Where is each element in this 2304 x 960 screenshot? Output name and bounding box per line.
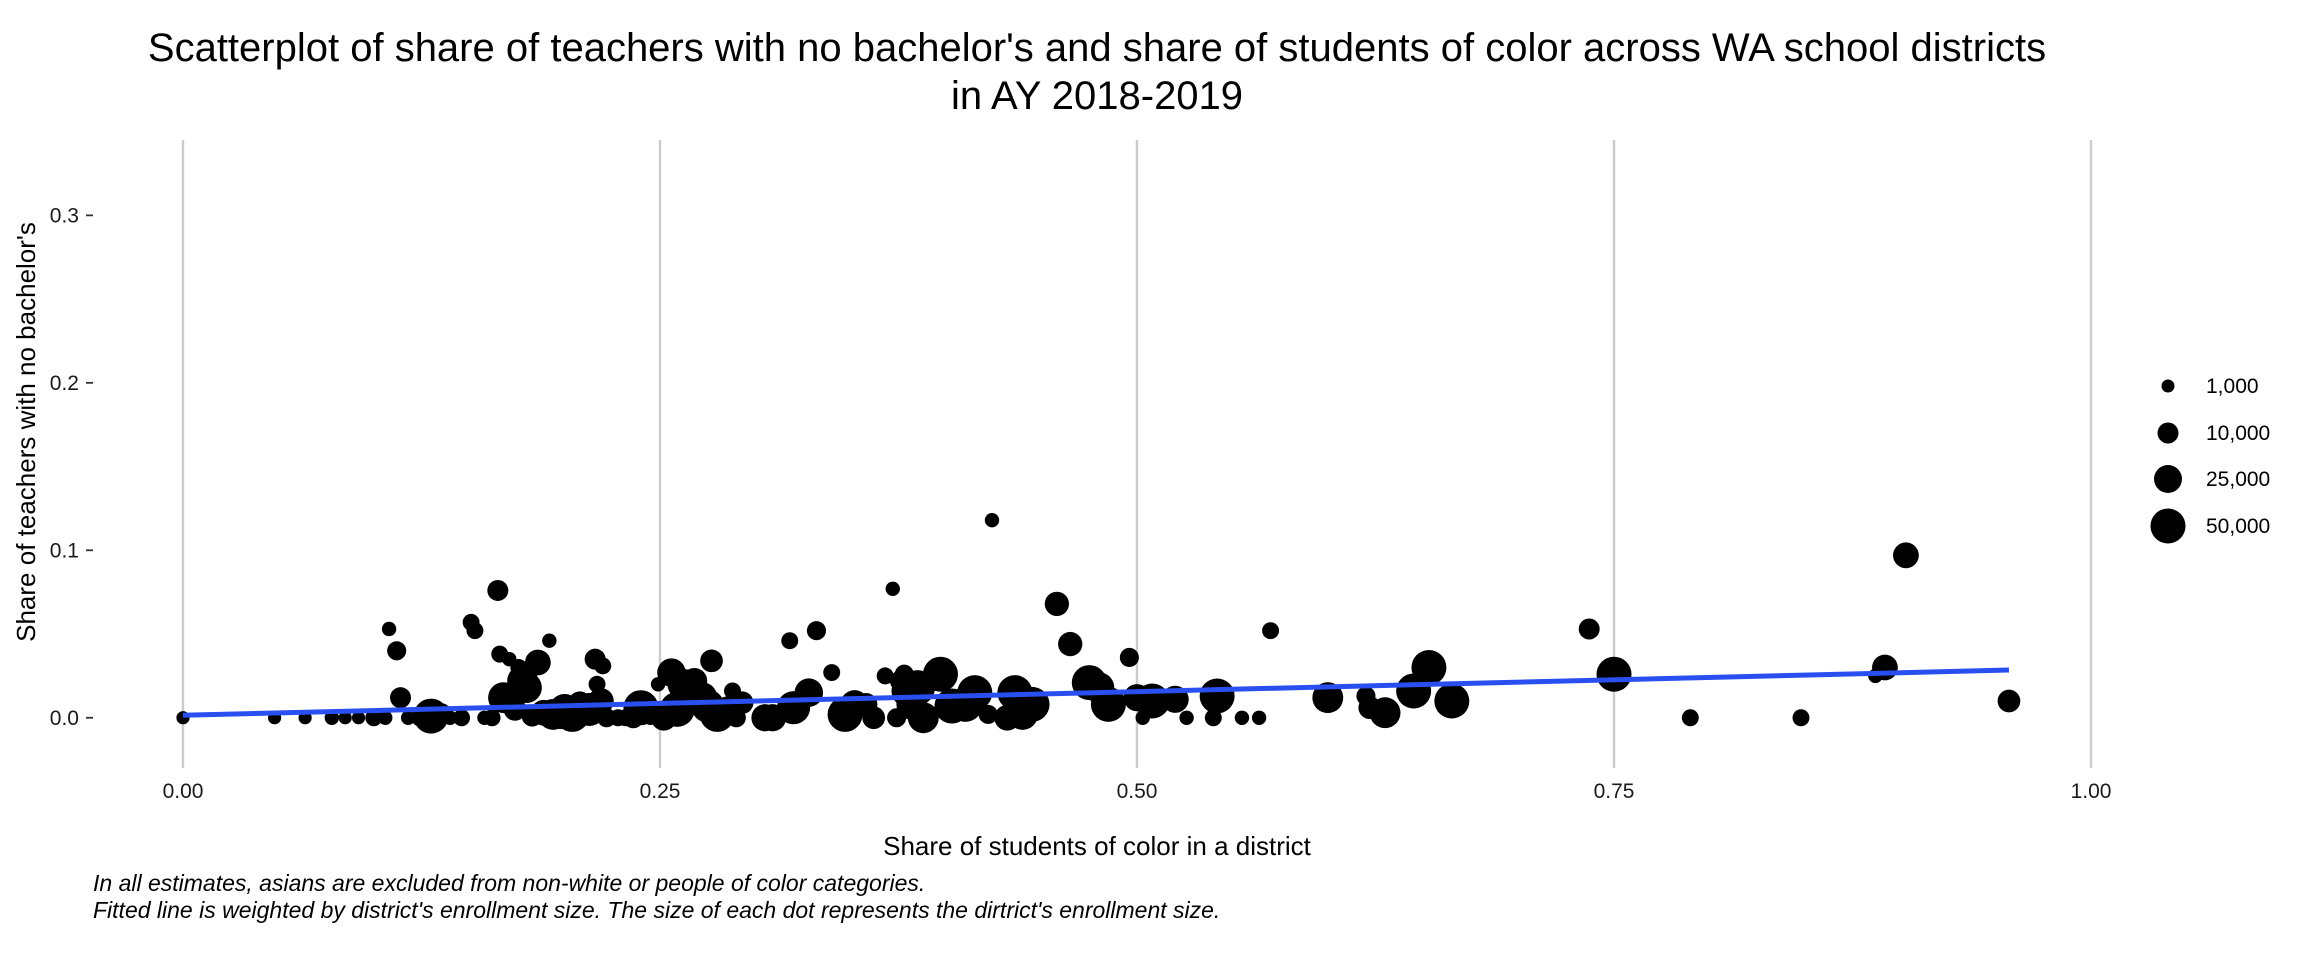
legend-swatch	[2161, 379, 2175, 393]
data-point	[1090, 686, 1126, 722]
fit-line	[182, 667, 2010, 718]
data-point	[338, 711, 352, 725]
data-point	[1262, 622, 1280, 640]
data-point	[794, 678, 824, 707]
data-point	[1044, 591, 1070, 617]
data-point	[1312, 682, 1344, 714]
data-point	[1681, 709, 1699, 727]
legend-swatch	[2154, 465, 2182, 493]
y-axis-ticks: 0.0 0.1 0.2 0.3	[50, 204, 93, 730]
data-point	[442, 710, 458, 725]
data-point	[483, 709, 501, 727]
data-point	[984, 512, 1000, 528]
data-point	[365, 709, 383, 727]
data-point	[823, 664, 841, 682]
data-point	[324, 710, 340, 725]
data-point	[907, 702, 939, 734]
data-point	[1792, 709, 1810, 727]
data-point	[351, 711, 366, 725]
data-point	[381, 621, 397, 637]
legend-swatch	[2150, 508, 2186, 544]
x-tick-label: 0.00	[163, 780, 204, 803]
data-points	[176, 512, 2021, 734]
data-point	[400, 710, 416, 725]
data-point	[1893, 542, 1919, 569]
data-point	[700, 649, 723, 673]
y-tick-label: 0.2	[50, 372, 79, 395]
chart-title-line2: in AY 2018-2019	[951, 74, 1243, 118]
data-point	[466, 622, 484, 640]
caption-line2: Fitted line is weighted by district's en…	[93, 897, 1220, 923]
data-point	[525, 649, 551, 676]
data-point	[510, 672, 542, 704]
data-point	[1434, 683, 1470, 719]
legend-label: 50,000	[2206, 515, 2270, 538]
data-point	[885, 581, 900, 597]
data-point	[387, 641, 407, 661]
data-point	[1872, 654, 1898, 681]
y-tick-label: 0.3	[50, 204, 79, 227]
data-point	[781, 632, 799, 650]
data-point	[1251, 710, 1267, 725]
data-point	[1199, 678, 1235, 714]
data-point	[1234, 710, 1250, 725]
chart-title-line1: Scatterplot of share of teachers with no…	[148, 26, 2046, 70]
x-tick-label: 0.25	[640, 780, 681, 803]
data-point	[453, 709, 471, 727]
data-point	[1596, 656, 1632, 692]
x-axis-label: Share of students of color in a district	[883, 831, 1312, 861]
data-point	[1179, 710, 1194, 725]
data-point	[1204, 709, 1222, 727]
data-point	[806, 621, 827, 641]
y-tick-label: 0.1	[50, 539, 79, 562]
data-point	[1369, 697, 1401, 729]
data-point	[594, 657, 612, 675]
legend: 1,000 10,000 25,000 50,000	[2150, 375, 2270, 544]
y-axis-label: Share of teachers with no bachelor's	[11, 222, 41, 642]
data-point	[390, 687, 412, 709]
data-point	[378, 710, 393, 725]
legend-label: 25,000	[2206, 468, 2270, 491]
legend-swatch	[2157, 422, 2179, 444]
x-tick-label: 0.75	[1594, 780, 1635, 803]
x-tick-label: 1.00	[2071, 780, 2112, 803]
x-axis-ticks: 0.00 0.25 0.50 0.75 1.00	[163, 780, 2112, 803]
data-point	[1578, 618, 1600, 640]
data-point	[1997, 689, 2021, 713]
fit-line-group	[182, 667, 2010, 718]
y-tick-label: 0.0	[50, 707, 79, 730]
data-point	[1119, 647, 1139, 668]
legend-label: 10,000	[2206, 422, 2270, 445]
data-point	[487, 579, 509, 601]
caption-line1: In all estimates, asians are excluded fr…	[93, 870, 925, 896]
data-point	[1411, 650, 1447, 686]
data-point	[978, 704, 998, 724]
data-point	[957, 675, 993, 711]
data-point	[862, 706, 886, 730]
data-point	[876, 667, 894, 685]
legend-label: 1,000	[2206, 375, 2259, 398]
data-point	[542, 633, 557, 648]
data-point	[1058, 631, 1083, 657]
x-tick-label: 0.50	[1117, 780, 1158, 803]
data-point	[922, 656, 958, 692]
